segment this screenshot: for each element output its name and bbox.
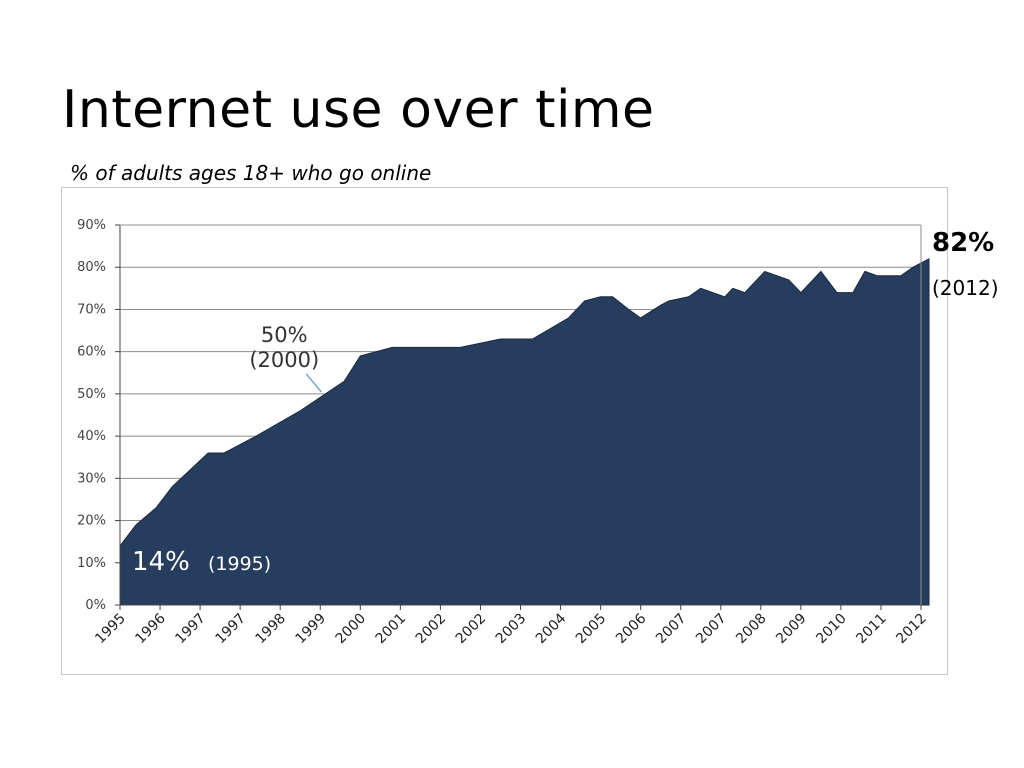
x-tick-label: 1999 — [293, 611, 330, 648]
end-value-label: 82% — [932, 228, 995, 258]
annotation-start-year: (1995) — [208, 553, 271, 575]
y-tick-label: 60% — [77, 345, 106, 360]
x-tick-label: 1998 — [253, 611, 290, 648]
y-tick-label: 0% — [85, 598, 106, 613]
x-tick-label: 2002 — [413, 611, 450, 648]
y-tick-label: 10% — [77, 556, 106, 571]
annotation-leader — [305, 373, 322, 393]
y-tick-label: 70% — [77, 302, 106, 317]
annotation-year: (2000) — [249, 348, 319, 372]
x-tick-label: 2005 — [573, 611, 610, 648]
x-tick-label: 2008 — [733, 611, 770, 648]
y-tick-label: 20% — [77, 514, 106, 529]
x-tick-label: 1997 — [212, 611, 249, 648]
x-tick-label: 2010 — [813, 611, 850, 648]
area-chart: 0%10%20%30%40%50%60%70%80%90%1995 1996 199… — [77, 218, 930, 648]
x-tick-label: 2009 — [773, 611, 810, 648]
end-year-label: (2012) — [932, 276, 999, 300]
y-tick-label: 90% — [77, 218, 106, 233]
x-tick-label: 2002 — [453, 611, 490, 648]
chart-subtitle: % of adults ages 18+ who go online — [70, 161, 432, 185]
chart-frame: 0% 10% 20% 30% 40% 50% 60% 70% 80% 90% 1995 1996 199… — [61, 187, 948, 675]
x-tick-label: 2007 — [653, 611, 690, 648]
page-title: Internet use over time — [62, 80, 655, 140]
y-tick-label: 40% — [77, 429, 106, 444]
y-tick-label: 50% — [77, 387, 106, 402]
x-tick-label: 2000 — [333, 611, 370, 648]
x-tick-label: 2011 — [853, 611, 890, 648]
x-tick-label: 2012 — [893, 611, 930, 648]
area-series — [119, 257, 930, 606]
x-tick-label: 2007 — [693, 611, 730, 648]
x-tick-label: 2006 — [613, 610, 650, 647]
x-tick-label: 1996 — [132, 610, 169, 647]
x-tick-label: 2001 — [373, 611, 410, 648]
x-tick-label: 1995 — [92, 611, 129, 648]
y-tick-label: 30% — [77, 471, 106, 486]
annotation-value: 50% — [261, 323, 308, 347]
y-tick-label: 80% — [77, 260, 106, 275]
x-tick-label: 1997 — [172, 611, 209, 648]
annotation-start-value: 14% — [132, 547, 190, 577]
x-tick-label: 2004 — [533, 610, 570, 647]
x-tick-label: 2003 — [493, 611, 530, 648]
